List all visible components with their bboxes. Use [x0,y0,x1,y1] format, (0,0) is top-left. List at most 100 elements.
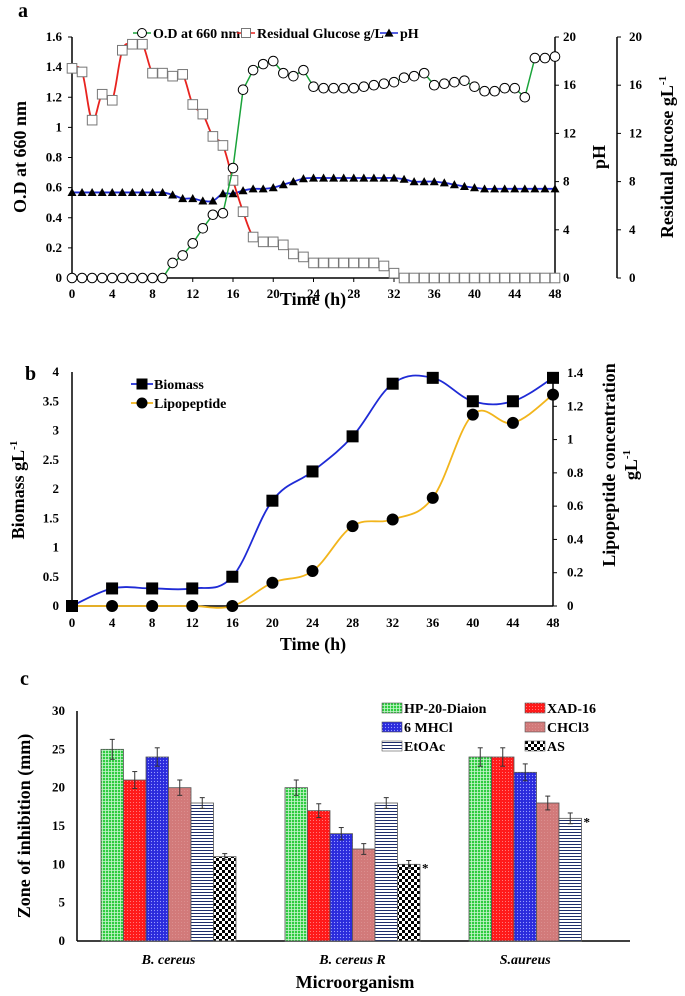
point-residual-glucose-g-l [519,272,531,284]
point-residual-glucose-g-l [237,206,249,218]
point-o-d-at-660-nm [106,272,118,284]
point-o-d-at-660-nm [418,67,430,79]
legend-label-xad-16: XAD-16 [547,702,596,717]
panel-b-axes: 0 4 8 12 16 20 24 28 32 36 40 44 4800.511.522.533.54… [43,364,584,630]
panel-b-x-axis-title: Time (h) [280,634,346,655]
point-o-d-at-660-nm [328,82,339,94]
panel-a-x-axis-title: Time (h) [280,289,346,310]
point-residual-glucose-g-l [197,108,209,120]
panel-c-legend: HP-20-Diaion XAD-16 6 MHCl CHCl3 EtOAc AS [381,702,596,755]
legend-label-hp-20-diaion: HP-20-Diaion [404,702,487,717]
point-lipopeptide [266,576,279,589]
point-residual-glucose-g-l [318,257,329,269]
point-residual-glucose-g-l [267,236,279,248]
point-o-d-at-660-nm [197,222,209,234]
bar-hp-20-diaion [468,756,492,942]
point-residual-glucose-g-l [549,272,561,284]
point-o-d-at-660-nm [348,82,360,94]
point-residual-glucose-g-l [298,251,309,263]
panel-a-y-tick-label: 1.2 [46,89,62,104]
panel-a-x-tick-label: 4 [109,286,116,301]
point-ph [429,177,439,186]
point-lipopeptide [466,408,479,421]
point-o-d-at-660-nm [539,52,551,64]
point-lipopeptide [506,416,519,429]
panel-b-y-axis-title: Biomass gL-1 [8,441,28,540]
point-biomass [266,494,279,507]
point-residual-glucose-g-l [167,70,178,82]
panel-a-y-tick-label: 0.8 [46,150,63,165]
panel-b-y2-tick-label: 1 [567,432,574,447]
point-residual-glucose-g-l [86,114,98,126]
category-label: B. cereus [141,953,196,968]
panel-a-x-tick-label: 28 [347,286,361,301]
panel-b: b 0 4 8 12 16 20 24 28 32 36 40 44 4800.511.522.533.… [8,363,641,655]
point-ph [148,187,157,197]
bar-chcl3 [352,848,376,942]
point-biomass [466,395,479,408]
point-ph [178,193,188,203]
panel-a-x-tick-label: 16 [227,286,241,301]
point-o-d-at-660-nm [398,72,410,83]
panel-b-series [66,371,559,612]
point-ph [339,173,349,182]
point-lipopeptide [547,388,559,401]
bar-xad-16 [491,756,515,942]
point-residual-glucose-g-l [539,272,551,284]
point-lipopeptide [306,565,319,578]
legend-swatch-hp-20-diaion [381,702,403,714]
panel-a-y2-tick-label: 4 [563,222,570,237]
point-residual-glucose-g-l [338,257,349,269]
bar-xad-16 [123,779,147,942]
point-lipopeptide [66,600,78,612]
bar-6-mhcl [329,833,353,942]
point-ph [77,187,87,197]
point-residual-glucose-g-l [106,94,118,106]
point-o-d-at-660-nm [308,81,319,93]
point-residual-glucose-g-l [207,131,219,142]
panel-c-y-tick-label: 5 [59,895,66,910]
panel-a-x-tick-label: 0 [69,286,76,301]
point-biomass [106,582,119,595]
panel-letter-c: c [20,668,29,690]
point-ph [500,184,510,193]
point-o-d-at-660-nm [267,55,279,67]
point-ph [97,187,107,197]
point-ph [298,174,308,183]
panel-a-x-tick-label: 36 [428,286,442,301]
bar-etoac [190,802,214,942]
point-ph [349,173,359,182]
panel-b-y2-axis-title-line1: Lipopeptide concentration [599,363,619,567]
panel-b-y-title-text: Biomass gL [8,450,28,540]
point-ph [389,173,399,182]
panel-a-y3-tick-label: 0 [629,270,636,285]
point-o-d-at-660-nm [368,79,380,91]
point-ph [550,184,560,193]
point-residual-glucose-g-l [378,260,390,272]
panel-a: a 0 4 8 12 16 20 24 28 32 36 40 44 4800.20.40.60.811… [10,0,677,310]
point-lipopeptide [106,600,119,612]
point-ph [419,177,429,186]
panel-a-x-tick-label: 40 [468,286,481,301]
panel-b-x-tick-label: 24 [306,615,320,630]
panel-a-x-tick-label: 24 [307,286,321,301]
bar-etoac [374,802,398,942]
panel-c-bars: B. cereus B. cereus R S.aureus * * [100,738,590,968]
panel-b-y-title-sup: -1 [8,441,20,450]
point-o-d-at-660-nm [318,82,329,94]
point-residual-glucose-g-l [328,257,339,269]
panel-b-y-tick-label: 1 [53,540,60,555]
panel-b-x-tick-label: 8 [149,615,156,630]
point-ph [67,187,77,197]
panel-b-y2-tick-label: 0.2 [567,565,583,580]
point-residual-glucose-g-l [308,257,319,269]
panel-a-y3-axis-title: Residual glucose gL-1 [657,76,677,238]
point-ph [399,174,409,183]
panel-b-x-tick-label: 44 [506,615,520,630]
point-residual-glucose-g-l [368,257,380,269]
point-lipopeptide [426,491,439,504]
point-o-d-at-660-nm [96,272,108,284]
point-o-d-at-660-nm [469,81,480,93]
panel-b-x-tick-label: 4 [109,615,116,630]
panel-b-y2-tick-label: 0 [567,598,574,613]
